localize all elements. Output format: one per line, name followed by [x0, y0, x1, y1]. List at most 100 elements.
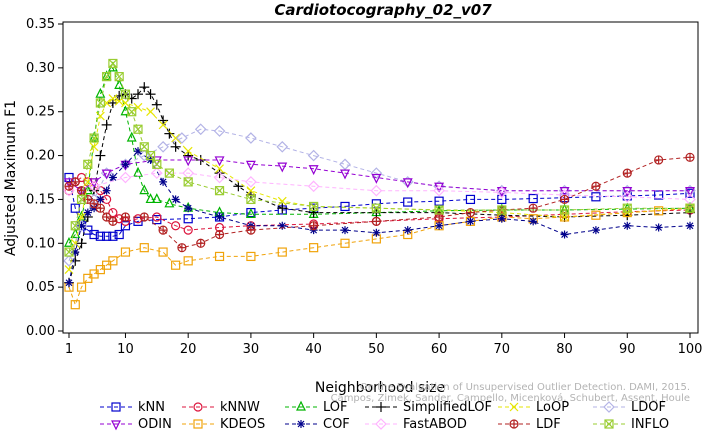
- watermark-line-2: On the Evaluation of Unsupervised Outlie…: [360, 382, 690, 393]
- data-point: [309, 221, 319, 231]
- x-axis-label: Neighborhood size: [315, 380, 445, 396]
- data-point: [102, 212, 112, 222]
- legend-label: COF: [323, 417, 350, 432]
- data-point: [372, 228, 381, 237]
- data-point: [158, 115, 169, 126]
- data-point: [108, 256, 118, 266]
- series-inflo: [64, 58, 695, 257]
- series-line-lof: [68, 66, 691, 244]
- data-point: [64, 181, 74, 191]
- data-point: [114, 79, 125, 90]
- legend-item-loop: LoOP: [498, 400, 569, 415]
- data-point: [95, 98, 105, 108]
- data-point: [497, 205, 507, 215]
- data-point: [341, 226, 349, 235]
- data-point: [89, 229, 99, 240]
- data-point: [76, 282, 87, 292]
- data-point: [370, 167, 383, 179]
- x-tick-label: 1: [65, 342, 73, 357]
- data-point: [101, 169, 112, 180]
- data-point: [685, 188, 695, 198]
- legend-item-inflo: INFLO: [593, 417, 669, 432]
- data-point: [101, 119, 112, 130]
- x-tick-label: 100: [678, 342, 702, 357]
- x-tick-label: 30: [243, 342, 260, 357]
- data-point: [108, 231, 118, 241]
- data-point: [171, 133, 181, 143]
- data-point: [433, 184, 445, 197]
- y-tick-label: 0.10: [26, 236, 55, 251]
- legend-label: INFLO: [631, 417, 669, 432]
- data-point: [133, 216, 143, 226]
- data-point: [245, 160, 256, 171]
- data-point: [107, 97, 118, 108]
- data-point: [340, 201, 350, 212]
- data-point: [108, 173, 117, 182]
- data-point: [108, 216, 118, 226]
- data-point: [108, 207, 118, 218]
- data-point: [139, 212, 149, 222]
- data-point: [307, 180, 320, 193]
- watermark-line-1: Campos, Zimek, Sander, Campello, Micenko…: [331, 392, 690, 404]
- series-line-ldf: [68, 156, 691, 249]
- data-point: [158, 225, 168, 235]
- data-point: [139, 142, 149, 152]
- data-point: [309, 243, 319, 253]
- data-point: [76, 172, 87, 183]
- y-axis-label: Adjusted Maximum F1: [3, 100, 19, 256]
- data-point: [75, 219, 88, 232]
- legend-swatch-marker: [509, 419, 519, 429]
- data-point: [102, 231, 112, 241]
- data-point: [114, 214, 124, 224]
- data-point: [70, 300, 80, 310]
- y-tick-label: 0.25: [26, 105, 55, 120]
- data-point: [119, 171, 132, 184]
- data-point: [339, 158, 351, 171]
- data-point: [114, 72, 124, 82]
- data-point: [159, 177, 168, 186]
- data-point: [108, 94, 118, 103]
- data-point: [246, 186, 256, 196]
- series-line-kdeos: [68, 207, 691, 307]
- legend-item-fastabod: FastABOD: [365, 417, 467, 432]
- data-point: [121, 160, 130, 169]
- x-tick-label: 70: [494, 342, 511, 357]
- data-point: [88, 180, 100, 193]
- data-point: [164, 128, 175, 139]
- data-point: [686, 221, 694, 230]
- data-point: [89, 133, 99, 143]
- legend-item-knnw: kNNW: [182, 400, 260, 415]
- data-point: [623, 221, 632, 230]
- legend-swatch-marker: [193, 402, 203, 412]
- data-point: [102, 72, 112, 82]
- data-point: [120, 212, 131, 222]
- legend-label: LDOF: [631, 400, 666, 415]
- legend-swatch-marker: [111, 420, 121, 431]
- data-point: [133, 214, 143, 224]
- data-point: [158, 120, 168, 130]
- data-point: [214, 156, 225, 167]
- data-point: [529, 217, 538, 226]
- y-axis: 0.00 0.05 0.10 0.15 0.20 0.25 0.30 0.35: [26, 17, 63, 339]
- data-point: [245, 207, 256, 218]
- data-point: [150, 167, 163, 179]
- legend-swatch-marker: [376, 402, 386, 412]
- data-point: [245, 132, 257, 144]
- y-tick-label: 0.05: [26, 280, 55, 295]
- legend-item-lof: LOF: [285, 400, 348, 415]
- x-tick-label: 90: [619, 342, 636, 357]
- data-point: [76, 238, 87, 249]
- data-point: [146, 107, 155, 117]
- data-point: [114, 229, 124, 240]
- legend-label: KDEOS: [220, 417, 265, 432]
- x-tick-label: 80: [556, 342, 573, 357]
- data-point: [102, 186, 111, 195]
- data-point: [495, 186, 508, 199]
- legend-label: FastABOD: [403, 417, 467, 432]
- data-point: [120, 247, 131, 257]
- plot-frame: [62, 21, 699, 334]
- data-point: [621, 190, 634, 203]
- legend-swatch-marker: [111, 402, 121, 412]
- data-point: [152, 215, 162, 225]
- legend-item-cof: COF: [285, 417, 350, 432]
